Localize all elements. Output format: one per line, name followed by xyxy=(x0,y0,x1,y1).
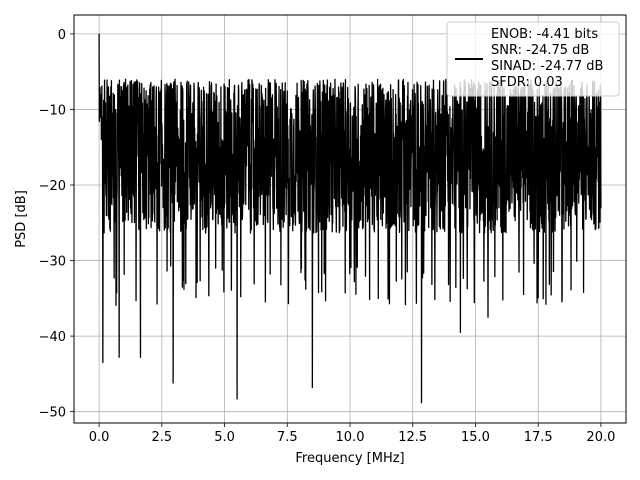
x-axis-label: Frequency [MHz] xyxy=(295,451,404,466)
y-tick-label: −40 xyxy=(39,330,66,345)
y-tick-label: −20 xyxy=(39,179,66,194)
psd-line xyxy=(98,33,602,404)
psd-series xyxy=(98,33,602,404)
legend-snr: SNR: -24.75 dB xyxy=(491,43,589,58)
legend-sinad: SINAD: -24.77 dB xyxy=(491,59,603,74)
x-tick-label: 5.0 xyxy=(214,430,235,445)
legend: ENOB: -4.41 bits SNR: -24.75 dB SINAD: -… xyxy=(446,21,620,97)
legend-box xyxy=(446,21,620,97)
legend-enob: ENOB: -4.41 bits xyxy=(491,27,598,42)
y-tick-label: −50 xyxy=(39,406,66,421)
legend-sfdr: SFDR: 0.03 xyxy=(491,75,563,90)
x-tick-label: 20.0 xyxy=(586,430,615,445)
y-tick-label: −30 xyxy=(39,255,66,270)
x-tick-label: 15.0 xyxy=(461,430,490,445)
y-axis-label: PSD [dB] xyxy=(14,190,29,248)
y-tick-label: −10 xyxy=(39,103,66,118)
x-tick-label: 2.5 xyxy=(151,430,172,445)
axis-ticks: 0.0 2.5 5.0 7.5 10.0 12.5 15.0 17.5 20.0 0 −10 −20 −… xyxy=(39,28,616,445)
y-tick-label: 0 xyxy=(58,28,66,43)
x-tick-label: 0.0 xyxy=(89,430,110,445)
x-tick-label: 7.5 xyxy=(277,430,298,445)
x-tick-label: 17.5 xyxy=(524,430,553,445)
x-tick-label: 10.0 xyxy=(336,430,365,445)
x-tick-label: 12.5 xyxy=(398,430,427,445)
